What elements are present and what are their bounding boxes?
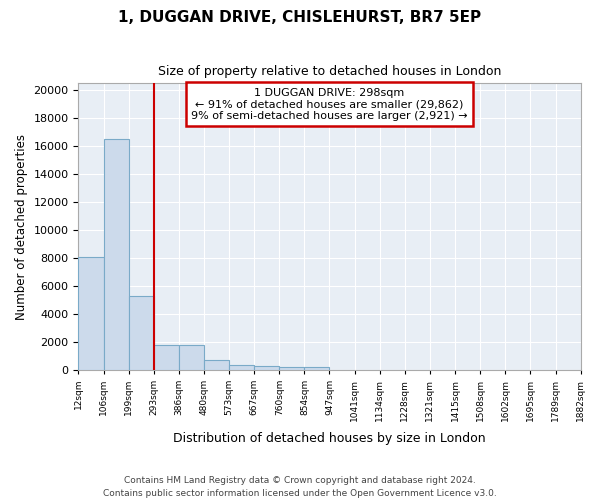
Text: 1, DUGGAN DRIVE, CHISLEHURST, BR7 5EP: 1, DUGGAN DRIVE, CHISLEHURST, BR7 5EP	[118, 10, 482, 25]
Y-axis label: Number of detached properties: Number of detached properties	[15, 134, 28, 320]
Text: 1 DUGGAN DRIVE: 298sqm
← 91% of detached houses are smaller (29,862)
9% of semi-: 1 DUGGAN DRIVE: 298sqm ← 91% of detached…	[191, 88, 468, 121]
Bar	[229, 365, 254, 370]
Bar	[279, 367, 304, 370]
Bar	[254, 366, 279, 370]
Bar	[304, 368, 329, 370]
Bar	[204, 360, 229, 370]
Bar	[128, 296, 154, 370]
Title: Size of property relative to detached houses in London: Size of property relative to detached ho…	[158, 65, 501, 78]
X-axis label: Distribution of detached houses by size in London: Distribution of detached houses by size …	[173, 432, 486, 445]
Text: Contains HM Land Registry data © Crown copyright and database right 2024.
Contai: Contains HM Land Registry data © Crown c…	[103, 476, 497, 498]
Bar	[179, 344, 204, 370]
Bar	[104, 139, 128, 370]
Bar	[79, 256, 104, 370]
Bar	[154, 344, 179, 370]
